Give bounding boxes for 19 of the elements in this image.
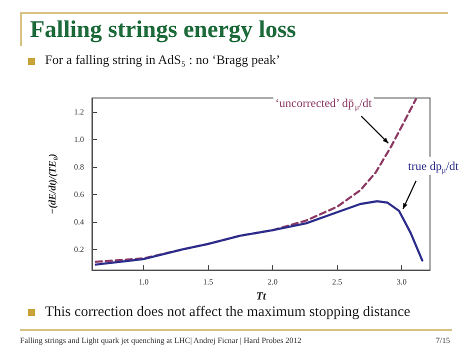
- line-series: [94, 200, 424, 266]
- x-axis-title: Tt: [256, 290, 267, 302]
- text: 7/15: [436, 336, 450, 345]
- x-tick-label: 2.5: [332, 278, 342, 287]
- y-tick-label: 0.8: [74, 162, 84, 172]
- y-tick-label: 1.2: [74, 107, 84, 116]
- y-axis-title: −(dE/dt)/(TE₀): [48, 154, 58, 214]
- x-tick-label: 1.0: [138, 278, 149, 287]
- text: This correction does not affect the maximum stopping distance: [44, 304, 410, 321]
- y-tick-label: 1.0: [74, 134, 84, 144]
- x-tick-label: 1.5: [203, 278, 214, 287]
- text: Falling strings and Light quark jet quenching at LHC| Andrej Ficnar | Hard Probes 2012: [20, 336, 302, 345]
- y-tick-label: 0.2: [74, 244, 84, 254]
- x-tick-label: 2.0: [268, 278, 278, 287]
- y-tick-label: 0.4: [74, 217, 84, 226]
- chart-subtitle: For a falling string in AdS₅ : no ‘Bragg peak’: [45, 52, 280, 67]
- x-tick-label: 3.0: [396, 278, 407, 287]
- y-tick-label: 0.6: [74, 190, 84, 199]
- chart-title: Falling strings energy loss: [20, 14, 296, 46]
